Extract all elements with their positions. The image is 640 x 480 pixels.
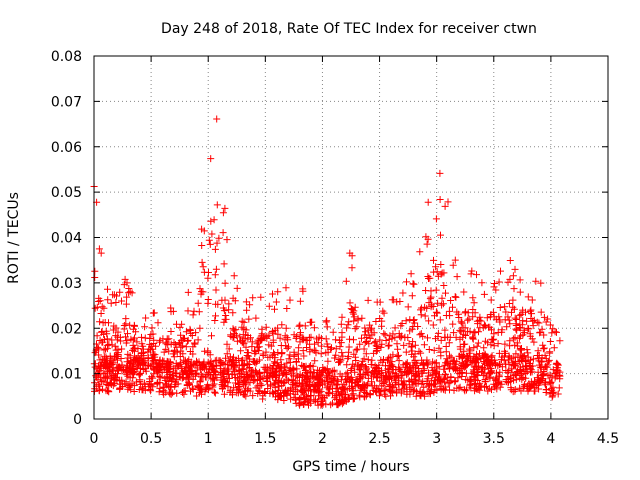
x-tick-label: 4.5 [597, 431, 619, 447]
x-tick-label: 2 [318, 431, 327, 447]
x-tick-label: 1.5 [254, 431, 276, 447]
y-tick-label: 0.04 [51, 231, 82, 247]
x-axis-label: GPS time / hours [292, 459, 409, 475]
y-tick-label: 0.03 [51, 276, 82, 292]
y-tick-labels: 0 0.01 0.02 0.03 0.04 0.05 0.06 0.07 0.08 [51, 49, 82, 428]
x-tick-label: 0.5 [140, 431, 162, 447]
x-tick-label: 3 [432, 431, 441, 447]
y-tick-label: 0.06 [51, 140, 82, 156]
y-axis-label: ROTI / TECUs [6, 192, 22, 284]
x-tick-label: 2.5 [368, 431, 390, 447]
y-tick-label: 0.07 [51, 94, 82, 110]
data-series-roti [90, 115, 564, 409]
y-tick-label: 0.05 [51, 185, 82, 201]
chart-title: Day 248 of 2018, Rate Of TEC Index for r… [161, 21, 537, 37]
y-tick-label: 0.01 [51, 367, 82, 383]
x-tick-labels: 0 0.5 1 1.5 2 2.5 3 3.5 4 4.5 [90, 431, 620, 447]
x-tick-label: 4 [546, 431, 555, 447]
y-tick-label: 0.08 [51, 49, 82, 65]
x-tick-label: 1 [204, 431, 213, 447]
x-tick-label: 3.5 [483, 431, 505, 447]
roti-points [90, 115, 564, 409]
x-tick-label: 0 [90, 431, 99, 447]
y-tick-label: 0 [73, 412, 82, 428]
y-tick-label: 0.02 [51, 321, 82, 337]
axis-ticks [93, 55, 609, 420]
